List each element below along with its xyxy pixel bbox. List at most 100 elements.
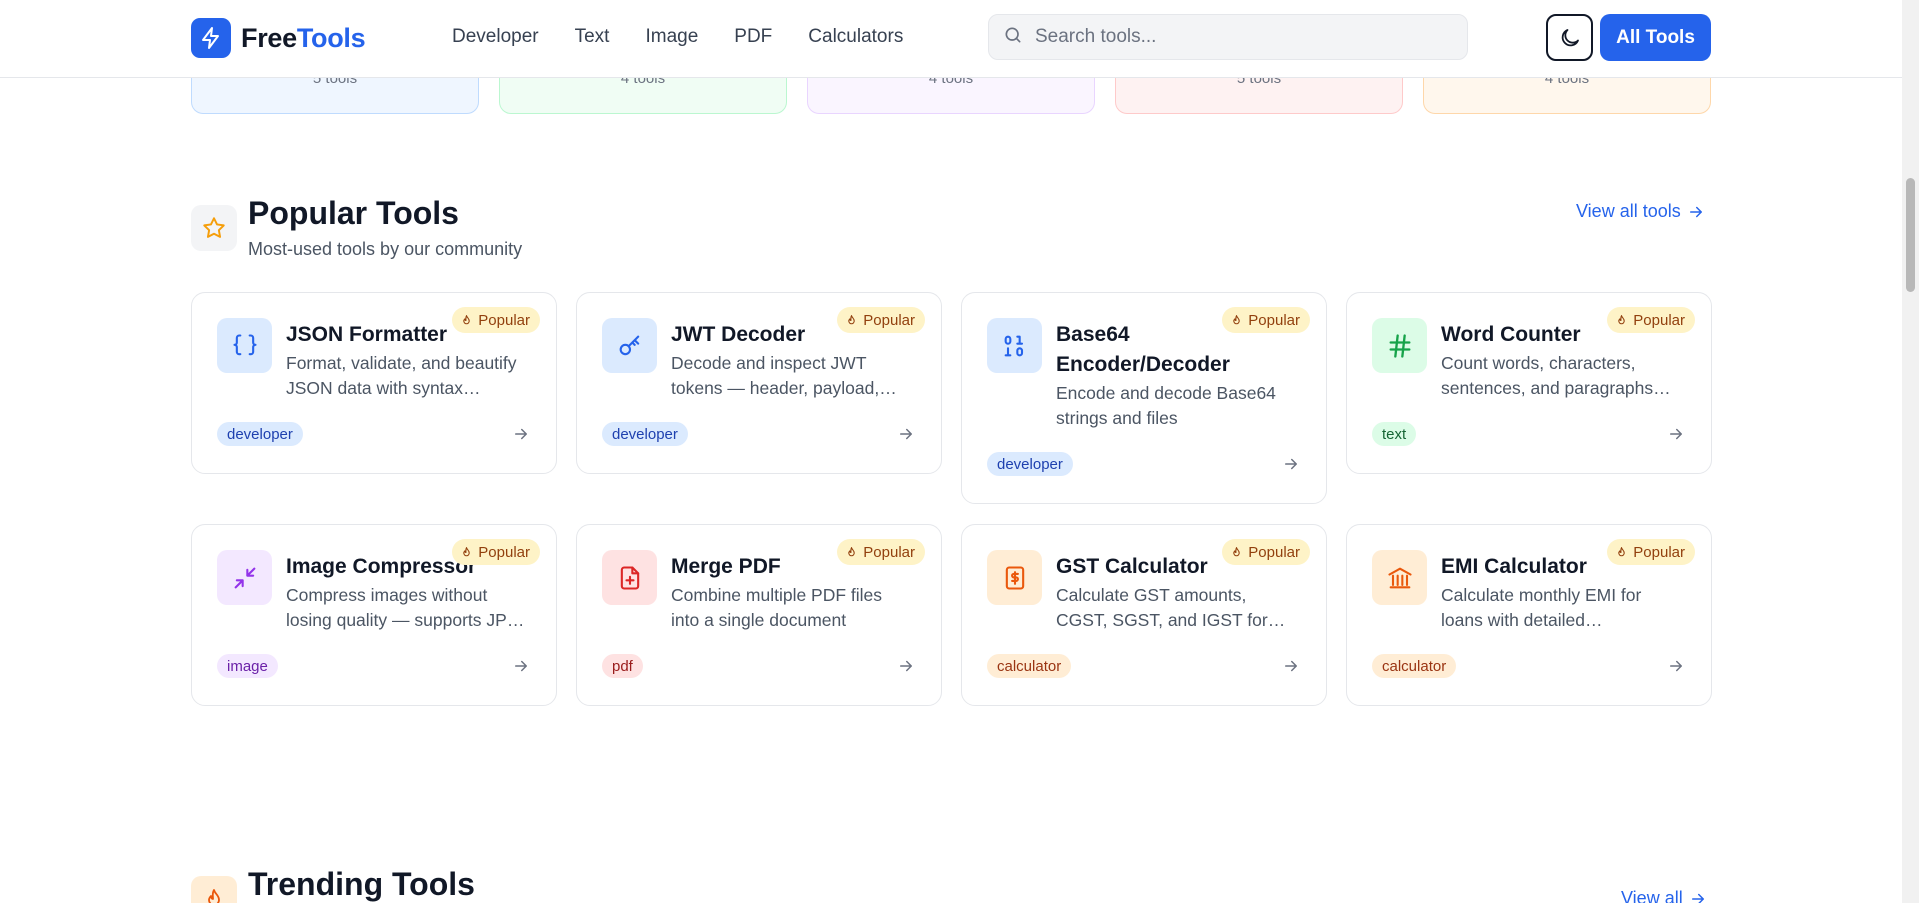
all-tools-button[interactable]: All Tools — [1600, 14, 1711, 61]
nav-text[interactable]: Text — [574, 26, 610, 47]
tool-title: JWT Decoder — [671, 323, 806, 346]
flame-icon — [1230, 546, 1243, 559]
logo-text-free: Free — [241, 22, 297, 53]
logo-text-tools: Tools — [296, 22, 366, 53]
arrow-right-icon — [1282, 455, 1300, 473]
tool-card[interactable]: JSON Formatter Format, validate, and beau… — [191, 292, 557, 474]
tool-description: Compress images without losing quality —… — [286, 585, 526, 630]
star-icon — [191, 205, 237, 251]
popular-title: Popular Tools — [248, 195, 459, 231]
tool-title: Image Compressor — [286, 555, 477, 578]
tool-card[interactable]: Word Counter Count words, characters, sen… — [1346, 292, 1712, 474]
popular-subtitle: Most-used tools by our community — [248, 239, 523, 259]
category-tag[interactable]: developer — [217, 422, 303, 446]
popular-badge-label: Popular — [1633, 311, 1685, 329]
tool-title: GST Calculator — [1056, 555, 1208, 578]
nav-pdf[interactable]: PDF — [734, 26, 773, 47]
category-tag[interactable]: developer — [602, 422, 688, 446]
arrow-right-icon — [512, 657, 530, 675]
category-tag[interactable]: image — [217, 654, 278, 678]
tool-description: Combine multiple PDF files into a single… — [671, 585, 883, 630]
tool-card[interactable]: Merge PDF Combine multiple PDF files into… — [576, 524, 942, 706]
view-all-trending-label: View all — [1621, 888, 1683, 903]
tool-card[interactable]: Base64 Encoder/Decoder Encode and decode … — [961, 292, 1327, 504]
theme-toggle-button[interactable] — [1546, 14, 1593, 61]
search-icon — [1003, 25, 1023, 50]
tool-description: Calculate GST amounts, CGST, SGST, and I… — [1056, 585, 1268, 630]
view-all-tools-link[interactable]: View all tools — [1576, 201, 1705, 222]
view-all-trending-link[interactable]: View all — [1621, 888, 1707, 903]
popular-badge: Popular — [452, 307, 540, 333]
popular-badge-label: Popular — [1248, 543, 1300, 561]
tool-title: Word Counter — [1441, 323, 1581, 346]
popular-badge-label: Popular — [478, 543, 530, 561]
flame-icon — [845, 546, 858, 559]
tool-title: EMI Calculator — [1441, 555, 1587, 578]
arrow-right-icon — [1667, 657, 1685, 675]
flame-icon — [1615, 314, 1628, 327]
flame-icon — [191, 876, 237, 903]
nav-image[interactable]: Image — [645, 26, 699, 47]
tool-title: Merge PDF — [671, 555, 781, 578]
flame-icon — [845, 314, 858, 327]
popular-badge: Popular — [837, 307, 925, 333]
hash-icon — [1372, 318, 1427, 373]
logo[interactable]: FreeTools — [191, 18, 366, 58]
binary-icon — [987, 318, 1042, 373]
popular-badge-label: Popular — [1248, 311, 1300, 329]
tool-card[interactable]: EMI Calculator Calculate monthly EMI for … — [1346, 524, 1712, 706]
tool-description: Decode and inspect JWT tokens — header, … — [671, 353, 880, 398]
bank-icon — [1372, 550, 1427, 605]
arrow-right-icon — [1689, 206, 1702, 217]
tool-card[interactable]: GST Calculator Calculate GST amounts, CGS… — [961, 524, 1327, 706]
page-scrollbar[interactable] — [1902, 0, 1919, 903]
popular-badge: Popular — [452, 539, 540, 565]
popular-badge-label: Popular — [863, 543, 915, 561]
flame-icon — [1230, 314, 1243, 327]
category-tag[interactable]: pdf — [602, 654, 643, 678]
arrow-right-icon — [897, 657, 915, 675]
tool-description: Format, validate, and beautify JSON data… — [286, 353, 517, 398]
moon-icon — [1561, 28, 1579, 46]
tool-description: Count words, characters, sentences, and … — [1441, 353, 1654, 398]
popular-badge: Popular — [1607, 307, 1695, 333]
main-nav: Developer Text Image PDF Calculators — [452, 26, 903, 48]
arrow-right-icon — [1691, 893, 1704, 903]
lightning-icon — [191, 18, 231, 58]
arrow-right-icon — [1282, 657, 1300, 675]
popular-badge-label: Popular — [478, 311, 530, 329]
top-header: FreeTools Developer Text Image PDF Calcu… — [0, 0, 1902, 78]
flame-icon — [1615, 546, 1628, 559]
tool-description: Calculate monthly EMI for loans with det… — [1441, 585, 1642, 630]
popular-badge-label: Popular — [1633, 543, 1685, 561]
arrow-right-icon — [512, 425, 530, 443]
search-box[interactable] — [988, 14, 1468, 60]
popular-badge: Popular — [837, 539, 925, 565]
scrollbar-thumb[interactable] — [1906, 178, 1915, 292]
trending-title: Trending Tools — [248, 866, 475, 902]
arrow-right-icon — [897, 425, 915, 443]
category-tag[interactable]: calculator — [987, 654, 1072, 678]
tool-card[interactable]: JWT Decoder Decode and inspect JWT tokens… — [576, 292, 942, 474]
tool-card[interactable]: Image Compressor Compress images without … — [191, 524, 557, 706]
category-tag[interactable]: calculator — [1372, 654, 1457, 678]
nav-developer[interactable]: Developer — [452, 26, 539, 47]
popular-badge: Popular — [1222, 307, 1310, 333]
tool-title: Base64 Encoder/Decoder — [1056, 323, 1230, 376]
nav-calculators[interactable]: Calculators — [808, 26, 904, 47]
tool-description: Encode and decode Base64 strings and fil… — [1056, 383, 1276, 428]
category-tag[interactable]: developer — [987, 452, 1073, 476]
popular-badge: Popular — [1607, 539, 1695, 565]
shrink-icon — [217, 550, 272, 605]
search-input[interactable] — [1035, 26, 1435, 48]
arrow-right-icon — [1667, 425, 1685, 443]
popular-badge: Popular — [1222, 539, 1310, 565]
flame-icon — [460, 314, 473, 327]
flame-icon — [460, 546, 473, 559]
logo-text: FreeTools — [241, 22, 366, 54]
popular-badge-label: Popular — [863, 311, 915, 329]
receipt-icon — [987, 550, 1042, 605]
category-tag[interactable]: text — [1372, 422, 1417, 446]
view-all-tools-label: View all tools — [1576, 201, 1681, 221]
